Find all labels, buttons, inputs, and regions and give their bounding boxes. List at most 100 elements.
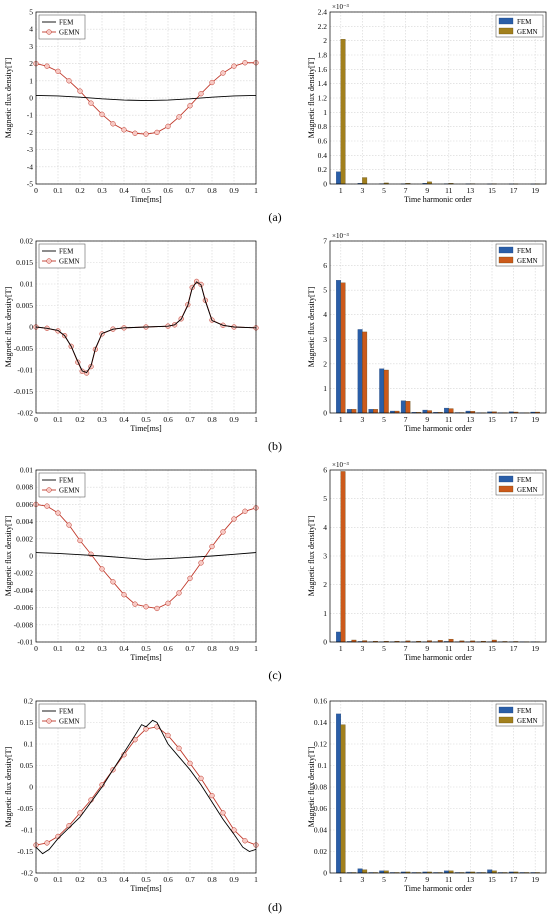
gemn-bar	[362, 331, 368, 414]
gemn-point	[231, 827, 237, 833]
y-tick-label: 0	[29, 94, 33, 103]
legend-box	[38, 703, 86, 729]
legend-gemn-marker	[46, 487, 52, 493]
panel-a-harmonic-plot: 00.20.40.60.811.21.41.61.822.22.41 3 5 7 9 11…	[307, 3, 547, 204]
fem-bar	[400, 400, 406, 414]
plot-frame	[329, 240, 547, 414]
plot-frame	[35, 469, 257, 643]
y-tick-label: 0.006	[16, 500, 33, 509]
plot-frame	[329, 700, 547, 874]
y-tick-label: -4	[27, 162, 33, 171]
y-tick-label: 0.015	[16, 258, 33, 267]
plot-frame	[35, 240, 257, 414]
y-axis-label: Magnetic flux density[T]	[307, 746, 316, 827]
gemn-point	[198, 560, 204, 566]
gemn-point	[187, 103, 193, 109]
x-tick-label: 0.9	[229, 644, 239, 653]
plot-frame	[329, 11, 547, 185]
y-tick-label: 0.004	[16, 517, 33, 526]
y-tick-label: -0.008	[14, 620, 34, 629]
x-tick-label: 0.3	[97, 415, 107, 424]
legend-gemn-label: GEMN	[517, 257, 538, 265]
fem-bar	[336, 171, 341, 185]
x-tick-label: 5	[382, 644, 386, 653]
x-tick-label: 1	[339, 186, 343, 195]
x-axis-label: Time[ms]	[130, 195, 162, 204]
legend-gemn-swatch	[498, 256, 514, 264]
legend-fem-swatch	[498, 475, 514, 483]
gemn-point	[176, 590, 182, 596]
x-tick-label: 0.6	[163, 875, 173, 884]
x-tick-label: 19	[531, 415, 539, 424]
gemn-point	[165, 600, 171, 606]
gemn-bar	[340, 282, 346, 414]
x-tick-label: 17	[510, 875, 518, 884]
x-tick-label: 0.8	[207, 875, 217, 884]
y-tick-label: -0.002	[14, 569, 34, 578]
x-tick-label: 0	[34, 415, 38, 424]
y-tick-label: -5	[27, 180, 33, 189]
gemn-bar	[362, 869, 368, 874]
gemn-point	[198, 91, 204, 97]
gemn-bar	[383, 369, 389, 414]
gemn-bar	[351, 409, 357, 414]
gemn-point	[121, 592, 127, 598]
y-tick-label: -0.006	[14, 603, 34, 612]
legend-gemn-label: GEMN	[517, 486, 538, 494]
y-tick-label: 3	[323, 552, 327, 561]
gemn-bar	[340, 724, 346, 874]
x-tick-label: 1	[339, 875, 343, 884]
y-tick-label: 1	[29, 76, 33, 85]
legend-gemn-label: GEMN	[59, 487, 80, 495]
x-tick-label: 15	[488, 875, 496, 884]
y-tick-label: 0.01	[20, 466, 33, 475]
x-tick-label: 1	[339, 644, 343, 653]
y-tick-label: 1	[323, 609, 327, 618]
y-tick-label: 0.02	[314, 847, 327, 856]
y-tick-label: 0.12	[314, 740, 327, 749]
fem-bar	[336, 280, 341, 414]
legend-fem-swatch	[498, 246, 514, 254]
panel-c-time-plot: -0.01 -0.008 -0.006 -0.004 -0.002 0 0.002 0.004…	[4, 466, 259, 662]
x-tick-label: 13	[467, 644, 475, 653]
x-tick-label: 17	[510, 644, 518, 653]
gemn-point	[209, 79, 215, 86]
legend-fem-label: FEM	[517, 476, 532, 484]
panel-label-b: (b)	[268, 439, 282, 453]
y-tick-label: 1	[323, 384, 327, 393]
x-tick-label: 0.2	[75, 415, 85, 424]
x-tick-label: 0.9	[229, 186, 239, 195]
fem-bar	[336, 713, 341, 874]
gemn-point	[220, 810, 226, 816]
gemn-point	[242, 60, 248, 66]
gemn-point	[231, 63, 237, 69]
plot-frame	[329, 469, 547, 643]
x-tick-label: 0.1	[53, 644, 63, 653]
gemn-point	[187, 575, 193, 582]
fem-bar	[357, 868, 363, 874]
x-tick-label: 0.5	[141, 644, 151, 653]
gemn-point	[143, 131, 149, 137]
legend-fem-label: FEM	[59, 708, 74, 716]
legend-gemn-label: GEMN	[59, 29, 80, 37]
gemn-point	[242, 838, 248, 844]
y-tick-label: 0.2	[318, 165, 328, 174]
y-axis-label: Magnetic flux density[T]	[307, 57, 316, 138]
y-tick-label: 2.4	[318, 8, 328, 17]
x-tick-label: 1	[254, 875, 258, 884]
x-tick-label: 7	[404, 875, 408, 884]
x-tick-label: 0	[34, 186, 38, 195]
gemn-bar	[405, 401, 411, 414]
x-tick-label: 0.6	[163, 644, 173, 653]
legend-box	[38, 14, 86, 40]
x-tick-label: 0.7	[185, 875, 195, 884]
legend-fem-swatch	[498, 706, 514, 714]
y-tick-label: -3	[27, 145, 33, 154]
y-tick-label: 5	[323, 286, 327, 295]
x-tick-label: 9	[425, 644, 429, 653]
x-tick-label: 0.3	[97, 644, 107, 653]
y-tick-label: 5	[323, 494, 327, 503]
x-tick-label: 5	[382, 875, 386, 884]
x-tick-label: 17	[510, 186, 518, 195]
